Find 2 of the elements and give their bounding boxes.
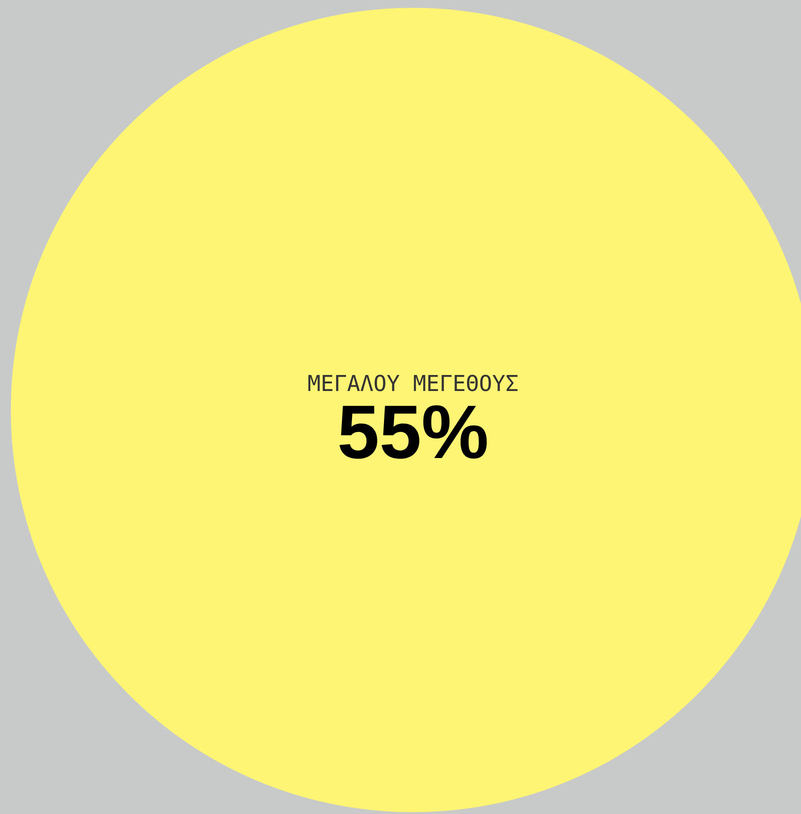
category-label: ΜΕΓΑΛΟΥ ΜΕΓΕΘΟΥΣ (308, 374, 518, 392)
data-label: 55% (340, 405, 487, 459)
